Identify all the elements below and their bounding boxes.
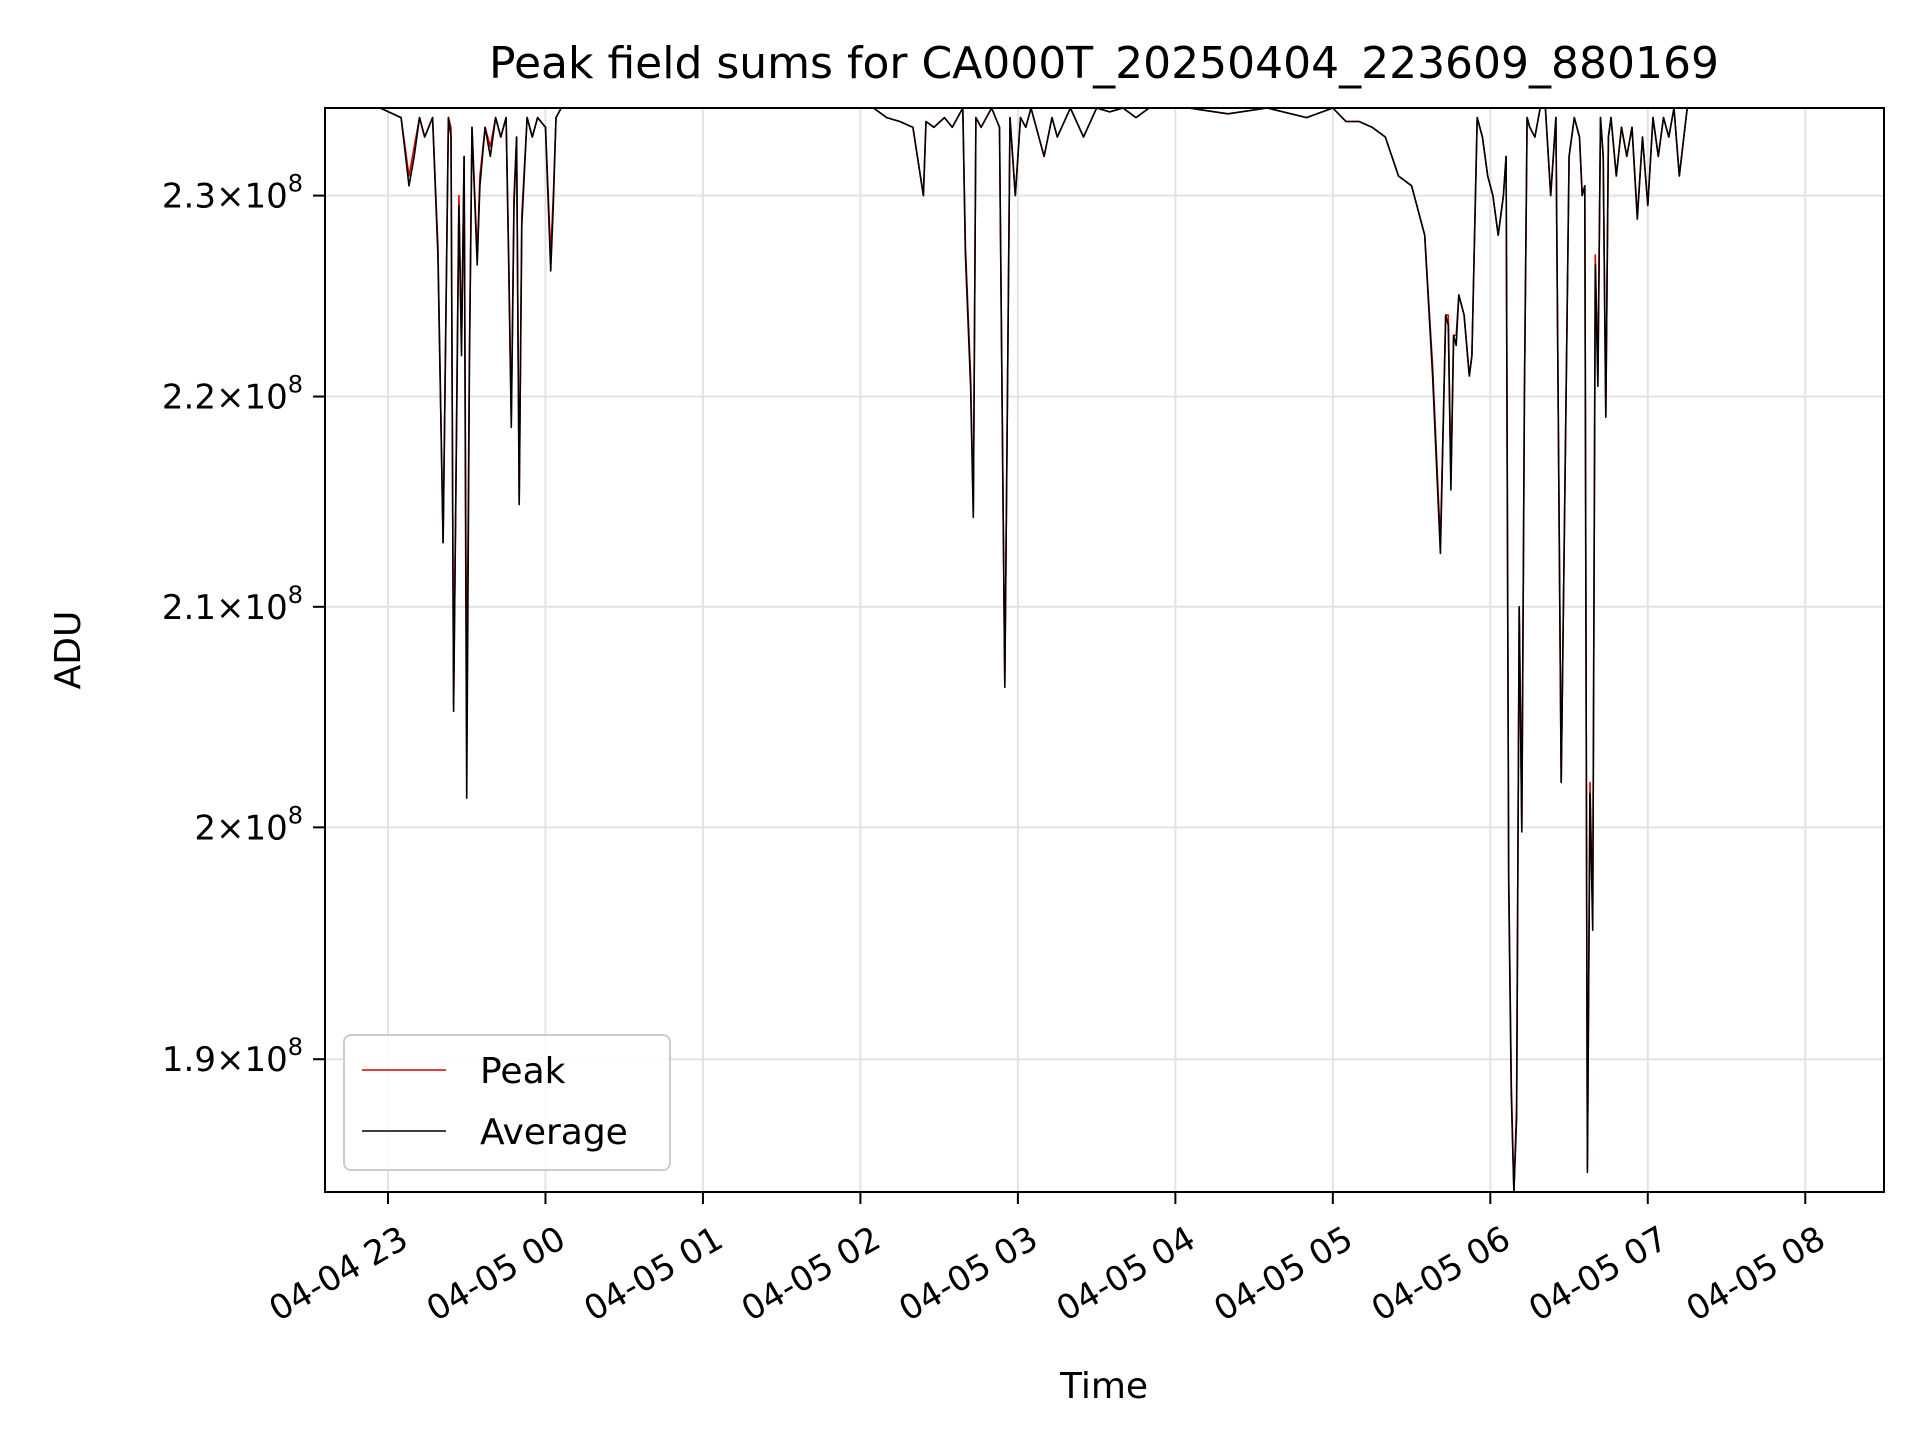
x-axis-label: Time [1059, 1366, 1148, 1407]
plot-frame [324, 107, 1885, 1193]
y-axis: 1.9×108 2×108 2.1×108 2.2×108 2.3×108 [162, 170, 325, 1080]
y-tick-label: 2×108 [194, 801, 303, 848]
y-tick-label: 1.9×108 [162, 1033, 303, 1080]
series-line-average [348, 108, 1727, 1192]
y-tick-label: 2.3×108 [162, 170, 303, 217]
y-axis-label: ADU [48, 611, 89, 690]
plot-area [348, 108, 1727, 1192]
legend-box [343, 1034, 671, 1171]
legend: Peak Average [343, 1034, 671, 1171]
y-tick-label: 2.2×108 [162, 371, 303, 418]
chart-title: Peak field sums for CA000T_20250404_2236… [489, 38, 1719, 89]
y-tick-label: 2.1×108 [162, 581, 303, 628]
legend-label-peak: Peak [480, 1051, 566, 1092]
legend-label-average: Average [480, 1112, 628, 1153]
